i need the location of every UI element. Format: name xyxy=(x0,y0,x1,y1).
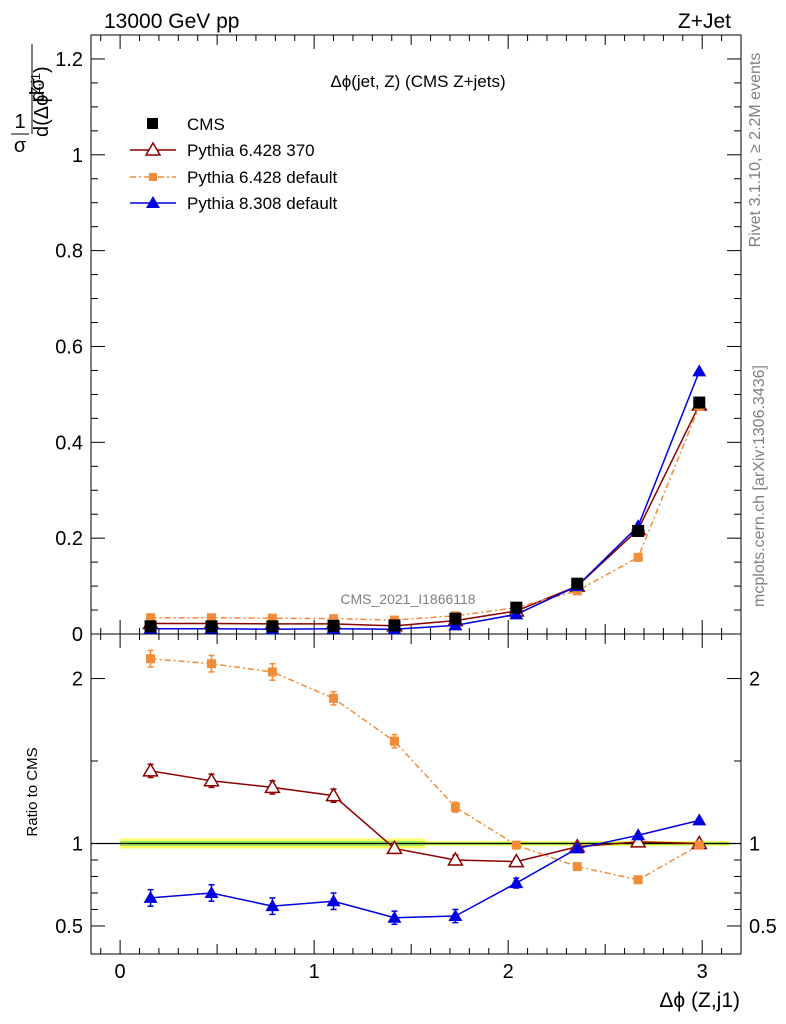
ratio-panel-frame xyxy=(90,633,742,955)
main-point-cms xyxy=(449,612,462,625)
process-label: Z+Jet xyxy=(678,10,731,33)
main-axis-ticks: 0 0.2 0.4 0.6 0.8 1 1.2 xyxy=(55,35,741,646)
ratio-point-pythia6-370 xyxy=(629,833,647,848)
legend-item-cms: CMS xyxy=(147,115,225,134)
analysis-watermark: CMS_2021_I1866118 xyxy=(340,591,475,607)
ratio-point-pythia6-370 xyxy=(386,839,403,855)
main-series-cms xyxy=(144,396,706,633)
main-point-pythia6-default xyxy=(267,613,277,623)
main-line-pythia6-370 xyxy=(150,404,700,627)
ratio-line-pythia8-default xyxy=(150,819,700,919)
ratio-point-pythia6-370 xyxy=(447,851,464,866)
svg-text:d(ΔϕZ,j1): d(ΔϕZ,j1) xyxy=(28,66,53,137)
ratio-point-pythia6-370 xyxy=(508,853,525,868)
x-tick-label: 3 xyxy=(697,961,708,983)
ratio-point-pythia6-370 xyxy=(203,772,220,787)
x-axis-label: Δϕ (Z,j1) xyxy=(659,989,740,1012)
mcplots-label: mcplots.cern.ch [arXiv:1306.3436] xyxy=(751,365,768,607)
ratio-line-pythia6-default xyxy=(150,657,700,881)
ratio-point-pythia6-default xyxy=(511,840,521,850)
main-series-layer xyxy=(142,364,708,635)
ratio-point-pythia6-default xyxy=(329,693,339,703)
main-point-pythia6-default xyxy=(206,613,216,623)
main-point-cms xyxy=(388,619,401,632)
legend: CMS Pythia 6.428 370 Pythia 6.428 defaul… xyxy=(130,115,338,213)
legend-item-pythia6-default: Pythia 6.428 default xyxy=(130,168,338,187)
ratio-point-pythia6-default xyxy=(267,667,277,677)
main-point-pythia6-default xyxy=(146,613,156,623)
ratio-series-pythia8-default xyxy=(143,813,707,926)
ratio-series-pythia6-default xyxy=(146,649,704,885)
svg-text:σ: σ xyxy=(14,135,27,157)
main-y-axis-label: 1 σ dσ d(ΔϕZ,j1) xyxy=(11,44,53,157)
ratio-point-pythia6-default xyxy=(206,659,216,669)
rivet-label: Rivet 3.1.10, ≥ 2.2M events xyxy=(747,53,764,248)
main-y-tick-label: 1.2 xyxy=(55,49,83,71)
ratio-point-pythia8-default xyxy=(509,876,524,889)
ratio-y-axis-label: Ratio to CMS xyxy=(24,747,41,836)
ratio-point-pythia6-370 xyxy=(264,778,281,794)
main-y-tick-label: 0.6 xyxy=(55,336,83,358)
legend-label-pythia6-370: Pythia 6.428 370 xyxy=(187,141,315,160)
ratio-axis-ticks: 0 1 2 3 0.5 0.5 1 1 2 2 xyxy=(55,634,777,983)
ratio-point-pythia6-370 xyxy=(142,762,159,777)
x-tick-label: 2 xyxy=(503,961,514,983)
x-tick-label: 1 xyxy=(309,961,320,983)
main-y-tick-label: 0.2 xyxy=(55,528,83,550)
main-y-tick-label: 0.8 xyxy=(55,241,83,263)
ratio-point-pythia8-default xyxy=(570,841,585,854)
ratio-point-pythia6-default xyxy=(389,736,399,746)
main-point-cms xyxy=(693,396,706,409)
main-point-cms xyxy=(571,577,584,590)
main-y-tick-label: 1 xyxy=(72,145,83,167)
main-point-cms xyxy=(266,620,279,633)
ratio-point-pythia6-default xyxy=(694,840,704,850)
main-point-cms xyxy=(205,620,218,633)
ratio-point-pythia6-370 xyxy=(325,787,342,802)
ratio-point-pythia8-default xyxy=(631,828,646,841)
ratio-point-pythia6-default xyxy=(146,654,156,664)
main-plot-title: Δϕ(jet, Z) (CMS Z+jets) xyxy=(330,72,505,91)
ratio-line-pythia6-370 xyxy=(150,770,700,863)
ratio-y-tick-label-right: 1 xyxy=(749,833,760,855)
main-y-tick-label: 0.4 xyxy=(55,432,83,454)
main-point-cms xyxy=(327,619,340,632)
ratio-point-pythia8-default xyxy=(143,890,158,903)
ratio-point-pythia8-default xyxy=(448,909,463,922)
legend-label-cms: CMS xyxy=(187,115,225,134)
ratio-point-pythia8-default xyxy=(265,899,280,912)
ratio-point-pythia6-default xyxy=(633,875,643,885)
ratio-y-tick-label-right: 0.5 xyxy=(749,916,777,938)
ratio-point-pythia8-default xyxy=(387,910,402,923)
main-line-pythia8-default xyxy=(150,371,700,630)
legend-label-pythia6-default: Pythia 6.428 default xyxy=(187,168,338,187)
ratio-point-pythia6-default xyxy=(450,802,460,812)
ratio-series-pythia6-370 xyxy=(142,762,708,868)
ratio-point-pythia8-default xyxy=(326,894,341,907)
main-point-cms xyxy=(510,601,523,614)
ratio-point-pythia8-default xyxy=(204,885,219,898)
legend-item-pythia6-370: Pythia 6.428 370 xyxy=(130,141,315,160)
legend-item-pythia8-default: Pythia 8.308 default xyxy=(130,194,338,213)
main-point-pythia6-default xyxy=(329,614,339,624)
energy-label: 13000 GeV pp xyxy=(104,10,239,33)
ratio-y-tick-label: 0.5 xyxy=(55,916,83,938)
svg-text:1: 1 xyxy=(14,111,25,133)
ratio-y-tick-label-right: 2 xyxy=(749,669,760,691)
ratio-series-layer xyxy=(142,649,708,926)
main-point-cms xyxy=(144,620,157,633)
main-point-cms xyxy=(632,524,645,537)
ratio-point-pythia8-default xyxy=(692,813,707,826)
main-line-pythia6-default xyxy=(150,406,700,621)
main-point-pythia8-default xyxy=(692,364,707,377)
ratio-y-tick-label: 2 xyxy=(72,669,83,691)
ratio-point-pythia6-default xyxy=(572,862,582,872)
legend-label-pythia8-default: Pythia 8.308 default xyxy=(187,194,338,213)
main-point-pythia6-default xyxy=(633,552,643,562)
ratio-y-tick-label: 1 xyxy=(72,833,83,855)
x-tick-label: 0 xyxy=(115,961,126,983)
main-y-tick-label: 0 xyxy=(72,624,83,646)
